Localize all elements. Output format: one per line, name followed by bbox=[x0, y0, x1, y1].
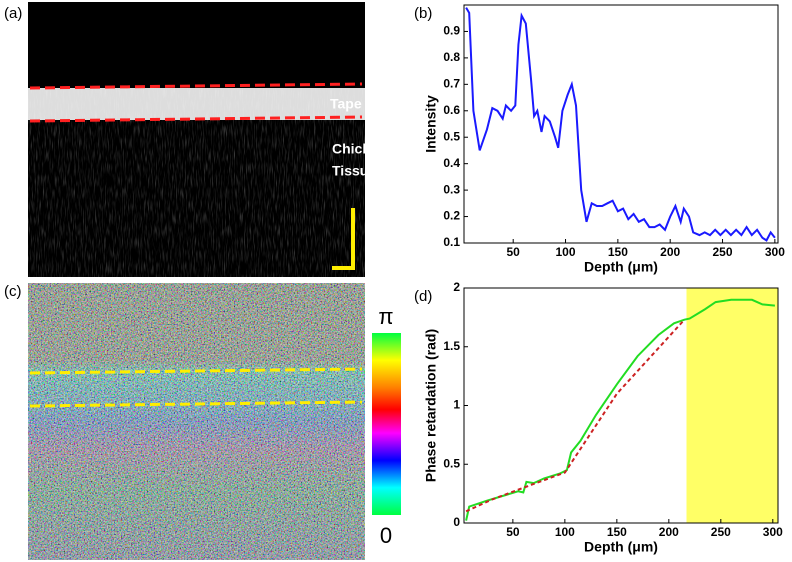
x-tick-label: 200 bbox=[659, 525, 679, 539]
y-tick-label: 0.5 bbox=[443, 129, 460, 143]
y-tick-label: 2 bbox=[453, 280, 460, 294]
x-axis-label: Depth (μm) bbox=[584, 259, 658, 275]
oct-image bbox=[28, 2, 365, 277]
y-tick-label: 0.1 bbox=[443, 235, 460, 249]
annotation: Chicken bbox=[332, 141, 386, 157]
y-tick-label: 1 bbox=[453, 398, 460, 412]
data-line bbox=[465, 319, 686, 513]
x-tick-label: 250 bbox=[711, 525, 731, 539]
panel-label: (d) bbox=[414, 288, 432, 305]
x-tick-label: 50 bbox=[506, 525, 520, 539]
y-axis-label: Intensity bbox=[423, 95, 439, 153]
x-tick-label: 100 bbox=[555, 525, 575, 539]
x-tick-label: 300 bbox=[765, 245, 785, 259]
y-tick-label: 0.9 bbox=[443, 24, 460, 38]
colorbar bbox=[372, 333, 401, 515]
y-tick-label: 0.4 bbox=[443, 156, 460, 170]
annotation: Tissue bbox=[332, 163, 376, 179]
x-tick-label: 200 bbox=[660, 245, 680, 259]
y-tick-label: 1.5 bbox=[443, 339, 460, 353]
colorbar-label: 0 bbox=[380, 523, 392, 548]
x-tick-label: 150 bbox=[607, 525, 627, 539]
y-axis-label: Phase retardation (rad) bbox=[423, 329, 439, 482]
y-tick-label: 0.5 bbox=[443, 456, 460, 470]
x-tick-label: 150 bbox=[608, 245, 628, 259]
y-tick-label: 0.2 bbox=[443, 209, 460, 223]
x-tick-label: 50 bbox=[507, 245, 521, 259]
y-tick-label: 0.8 bbox=[443, 50, 460, 64]
x-tick-label: 250 bbox=[713, 245, 733, 259]
annotation: Tape bbox=[330, 96, 362, 112]
x-axis-label: Depth (μm) bbox=[584, 539, 658, 555]
y-tick-label: 0.7 bbox=[443, 77, 460, 91]
colorbar-label: π bbox=[378, 304, 393, 329]
panel-label: (a) bbox=[4, 5, 22, 22]
x-tick-label: 300 bbox=[763, 525, 783, 539]
panel-label: (c) bbox=[4, 283, 22, 300]
plot-frame bbox=[463, 4, 779, 244]
highlight-region bbox=[686, 288, 778, 523]
panel-label: (b) bbox=[414, 5, 432, 22]
data-line bbox=[465, 7, 776, 242]
phase-image bbox=[28, 283, 365, 560]
y-tick-label: 0 bbox=[453, 515, 460, 529]
y-tick-label: 0.6 bbox=[443, 103, 460, 117]
y-tick-label: 0.3 bbox=[443, 182, 460, 196]
x-tick-label: 100 bbox=[556, 245, 576, 259]
